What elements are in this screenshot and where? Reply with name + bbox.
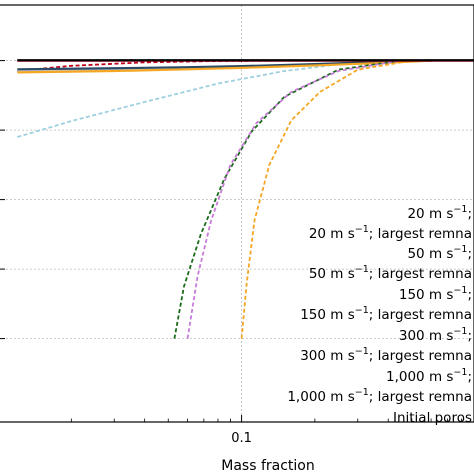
legend-entry-text: 50 m s [309,266,355,282]
series-layer [17,59,474,339]
legend-entry-suffix: ; [467,206,472,222]
legend-entry-suffix: ; [467,246,472,262]
legend-entry-text: Initial poros [393,410,472,426]
legend-entry-1: 20 m s−1; largest remna [309,224,472,242]
legend-entry-suffix: ; [467,328,472,344]
legend-entry-text: 300 m s [399,328,454,344]
legend-entry-text: 50 m s [407,246,453,262]
series-line-7 [173,59,401,339]
legend-entry-superscript: −1 [453,244,467,255]
legend-entry-superscript: −1 [355,224,369,235]
legend-entry-8: 1,000 m s−1; [386,367,472,385]
legend-entry-text: 1,000 m s [287,389,354,405]
legend-entry-2: 50 m s−1; [407,244,472,262]
legend-entry-7: 300 m s−1; largest remna [300,346,472,364]
series-line-9 [240,59,412,339]
x-tick-label-0: 0.1 [231,431,252,446]
legend-entry-6: 300 m s−1; [399,326,472,344]
legend-entry-superscript: −1 [355,346,369,357]
legend-entry-suffix: ; largest remna [369,307,472,323]
legend-entry-superscript: −1 [355,305,369,316]
legend-entry-superscript: −1 [453,326,467,337]
legend-entry-text: 20 m s [309,226,355,242]
legend-entry-superscript: −1 [453,285,467,296]
legend-entry-suffix: ; largest remna [369,226,472,242]
legend-entry-suffix: ; [467,287,472,303]
legend-entry-9: 1,000 m s−1; largest remna [287,387,472,405]
legend-entry-text: 150 m s [300,307,355,323]
legend-entry-text: 300 m s [300,348,355,364]
legend-entry-5: 150 m s−1; largest remna [300,305,472,323]
legend-entry-text: 20 m s [407,206,453,222]
plot-frame [0,4,474,423]
legend-entry-superscript: −1 [453,367,467,378]
legend-entry-superscript: −1 [355,264,369,275]
series-line-8 [186,59,401,339]
legend-entry-3: 50 m s−1; largest remna [309,264,472,282]
legend-entry-text: 150 m s [399,287,454,303]
legend-entry-suffix: ; largest remna [369,266,472,282]
legend-entry-text: 1,000 m s [386,369,453,385]
legend-entry-suffix: ; largest remna [369,348,472,364]
legend-entry-suffix: ; [467,369,472,385]
legend-entry-suffix: ; largest remna [369,389,472,405]
legend-entry-10: Initial poros [393,410,472,426]
legend-entry-superscript: −1 [355,387,369,398]
legend-entry-0: 20 m s−1; [407,204,472,222]
tick-label-layer: 0.1 [231,431,252,446]
x-axis-title: Mass fraction [221,458,314,474]
legend-entry-superscript: −1 [453,204,467,215]
legend-entry-4: 150 m s−1; [399,285,472,303]
